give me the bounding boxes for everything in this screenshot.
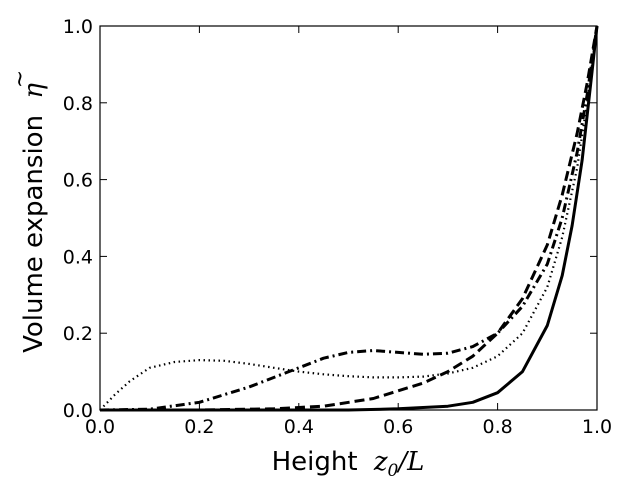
x-axis-label-text: Height bbox=[272, 447, 358, 477]
ticks-layer: 0.0 0.2 0.4 0.6 0.8 1.0 0.0 0.2 0.4 0.6 0.8 1.0 bbox=[63, 16, 612, 438]
x-tick-label: 1.0 bbox=[582, 416, 612, 438]
y-tick-label: 0.6 bbox=[63, 170, 93, 192]
series-line-solid bbox=[100, 25, 599, 412]
y-axis-label: Volume expansion η ~ bbox=[8, 70, 49, 353]
plot-area-frame bbox=[99, 25, 598, 411]
y-tick-label: 0.2 bbox=[63, 323, 93, 345]
y-tick-label: 0.8 bbox=[63, 93, 93, 115]
y-tick-label: 0.4 bbox=[63, 246, 93, 268]
x-axis-label-subscript: 0 bbox=[388, 461, 399, 481]
x-axis-label-tail: /L bbox=[395, 447, 424, 477]
series-layer bbox=[99, 25, 599, 412]
series-line-dotted bbox=[99, 25, 599, 411]
x-tick-label: 0.4 bbox=[284, 416, 314, 438]
x-tick-label: 0.8 bbox=[482, 416, 512, 438]
x-axis-label: Height z0/L bbox=[272, 447, 425, 481]
x-tick-label: 0.2 bbox=[184, 416, 214, 438]
y-axis-label-accent: ~ bbox=[8, 70, 33, 88]
y-tick-label: 1.0 bbox=[63, 16, 93, 38]
svg-text:Volume expansion η: Volume expansion η bbox=[19, 83, 49, 353]
series-line-dashed bbox=[100, 25, 599, 412]
series-line-dashdot bbox=[99, 25, 599, 412]
x-tick-label: 0.6 bbox=[383, 416, 413, 438]
y-axis-label-math: η bbox=[19, 83, 49, 99]
y-tick-label: 0.0 bbox=[63, 400, 93, 422]
x-axis-label-math: z bbox=[373, 447, 388, 477]
y-axis-label-text: Volume expansion bbox=[19, 115, 49, 353]
x-tick-label: 0.0 bbox=[85, 416, 115, 438]
